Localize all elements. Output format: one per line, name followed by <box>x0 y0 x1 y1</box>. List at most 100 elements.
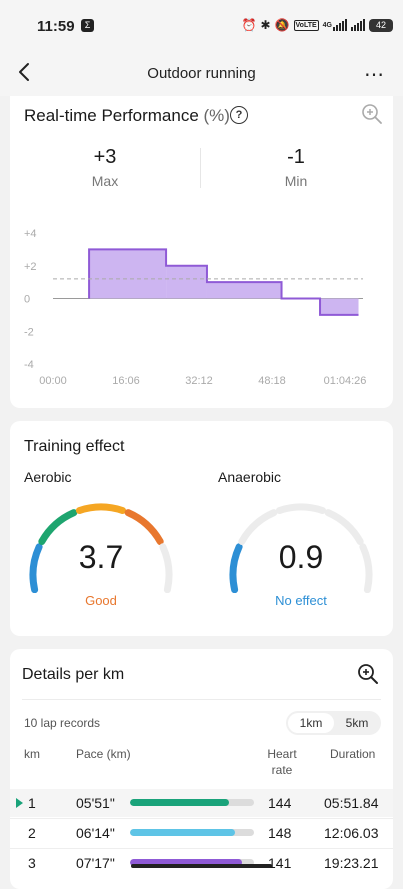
toggle-1km[interactable]: 1km <box>288 713 334 733</box>
x-tick-label: 01:04:26 <box>324 375 367 387</box>
min-stat: -1 Min <box>221 146 371 189</box>
max-stat: +3 Max <box>30 146 180 189</box>
pace-bar-fill <box>130 859 242 866</box>
more-options-icon[interactable]: ⋯ <box>364 64 385 86</box>
col-pace: Pace (km) <box>76 747 131 761</box>
row-heart-rate: 144 <box>268 795 292 811</box>
gauge-segment <box>229 543 243 593</box>
volte-icon: VoLTE <box>293 19 319 31</box>
row-pace: 05'51" <box>76 795 115 811</box>
performance-title-text: Real-time Performance <box>24 106 199 125</box>
network-type: 4G <box>322 21 332 29</box>
row-pace: 07'17" <box>76 855 115 871</box>
details-title: Details per km <box>22 666 125 683</box>
gauge-segment <box>324 509 364 546</box>
gauge-segment <box>75 503 127 515</box>
performance-title: Real-time Performance (%) <box>24 106 230 126</box>
performance-unit: (%) <box>203 106 230 125</box>
row-heart-rate: 148 <box>268 825 292 841</box>
row-pace: 06'14" <box>76 825 115 841</box>
anaerobic-status: No effect <box>275 593 327 608</box>
page-title: Outdoor running <box>147 65 256 82</box>
aerobic-gauge <box>29 503 173 593</box>
aerobic-value: 3.7 <box>78 539 124 575</box>
status-time: 11:59 <box>37 18 75 35</box>
distance-toggle: 1km 5km <box>286 711 381 735</box>
row-duration: 05:51.84 <box>324 795 379 811</box>
row-km: 2 <box>28 825 36 841</box>
row-duration: 12:06.03 <box>324 825 379 841</box>
alarm-icon: ⏰ <box>241 18 257 32</box>
col-duration: Duration <box>330 747 376 761</box>
min-value: -1 <box>287 146 305 168</box>
min-label: Min <box>284 173 308 189</box>
row-divider <box>10 848 393 849</box>
training-effect-card: Training effect Aerobic Anaerobic 3.7 0.… <box>10 421 393 636</box>
signal-icon <box>351 19 365 31</box>
max-label: Max <box>91 173 119 189</box>
performance-card: Real-time Performance (%) ? +3 Max -1 Mi… <box>10 96 393 408</box>
help-icon[interactable]: ? <box>230 106 248 124</box>
row-km: 1 <box>28 795 36 811</box>
gauge-segment <box>29 543 43 593</box>
gauge-segment <box>159 543 173 593</box>
pace-bar <box>130 859 254 866</box>
y-tick-label: +4 <box>24 228 37 240</box>
row-duration: 19:23.21 <box>324 855 379 871</box>
aerobic-status: Good <box>85 593 117 608</box>
performance-step-area <box>206 282 282 299</box>
pace-bar <box>130 799 254 806</box>
signal-icon <box>333 19 347 31</box>
y-tick-label: 0 <box>24 294 30 306</box>
training-title: Training effect <box>24 438 125 455</box>
x-tick-label: 00:00 <box>39 375 67 387</box>
pace-bar-fill <box>130 799 230 806</box>
y-tick-label: -2 <box>24 326 34 338</box>
row-heart-rate: 141 <box>268 855 292 871</box>
anaerobic-gauge <box>229 503 373 593</box>
bluetooth-icon: ✱ <box>260 18 271 32</box>
performance-chart: +4 +2 0 -2 -4 00:00 16:06 32:12 48:18 01:04:26 <box>24 228 367 387</box>
y-tick-label: +2 <box>24 261 37 273</box>
zoom-in-icon[interactable] <box>357 663 379 685</box>
gauge-segment <box>238 509 278 546</box>
pace-bar-fill <box>130 829 236 836</box>
max-value: +3 <box>93 146 117 168</box>
x-tick-label: 16:06 <box>112 375 140 387</box>
row-divider <box>10 818 393 819</box>
x-tick-label: 32:12 <box>185 375 213 387</box>
aerobic-label: Aerobic <box>24 469 72 485</box>
app-header: Outdoor running ⋯ <box>0 50 403 96</box>
zoom-in-icon[interactable] <box>361 103 383 125</box>
row-km: 3 <box>28 855 36 871</box>
performance-line <box>88 248 359 316</box>
table-row[interactable]: 3 07'17" 141 19:23.21 <box>10 849 393 877</box>
back-arrow-icon[interactable] <box>14 60 36 84</box>
table-row[interactable]: 1 05'51" 144 05:51.84 <box>10 789 393 817</box>
mute-icon: 🔕 <box>274 18 290 32</box>
gauge-segment <box>359 543 373 593</box>
y-tick-label: -4 <box>24 359 34 371</box>
anaerobic-value: 0.9 <box>278 539 324 575</box>
play-icon <box>16 798 23 808</box>
performance-step-area <box>166 265 207 299</box>
app-icon: Σ <box>81 19 94 32</box>
gauge-segment <box>38 509 78 546</box>
gauge-segment <box>275 503 327 515</box>
performance-step-area <box>89 249 167 299</box>
status-bar: 11:59 Σ ⏰ ✱ 🔕 VoLTE 4G 42 <box>0 0 403 50</box>
lap-count: 10 lap records <box>24 716 101 730</box>
pace-bar <box>130 829 254 836</box>
x-tick-label: 48:18 <box>258 375 286 387</box>
divider <box>22 699 381 700</box>
home-indicator[interactable] <box>131 864 272 868</box>
battery-icon: 42 <box>369 18 393 32</box>
anaerobic-label: Anaerobic <box>218 469 282 485</box>
col-km: km <box>24 747 40 761</box>
status-icons: ⏰ ✱ 🔕 VoLTE 4G 42 <box>242 17 393 33</box>
toggle-5km[interactable]: 5km <box>345 716 369 730</box>
stat-divider <box>200 148 201 188</box>
details-card: Details per km 10 lap records 1km 5km km… <box>10 649 393 889</box>
table-row[interactable]: 2 06'14" 148 12:06.03 <box>10 819 393 847</box>
col-heart-rate: Heart rate <box>267 747 297 777</box>
